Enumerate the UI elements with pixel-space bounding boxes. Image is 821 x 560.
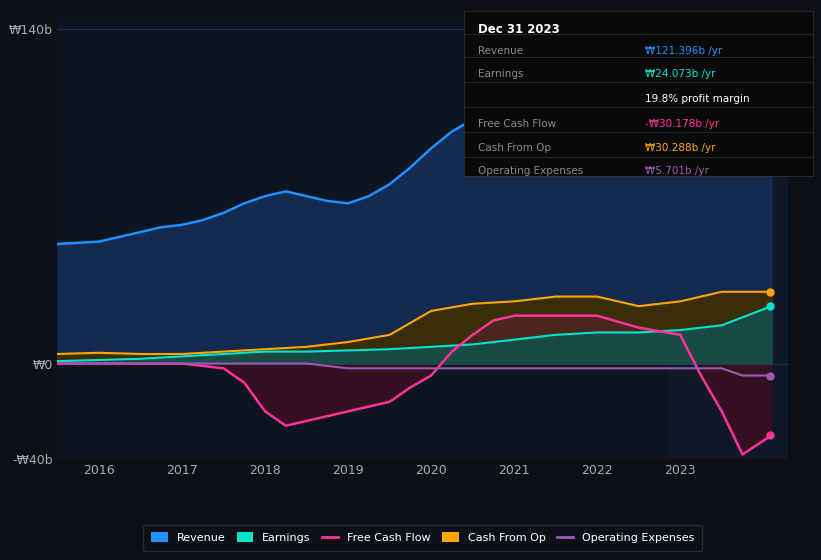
Text: -₩30.178b /yr: -₩30.178b /yr bbox=[645, 119, 719, 129]
Bar bbox=[667, 17, 788, 459]
Legend: Revenue, Earnings, Free Cash Flow, Cash From Op, Operating Expenses: Revenue, Earnings, Free Cash Flow, Cash … bbox=[144, 525, 702, 551]
Text: ₩5.701b /yr: ₩5.701b /yr bbox=[645, 166, 709, 176]
Text: 19.8% profit margin: 19.8% profit margin bbox=[645, 94, 750, 104]
Text: ₩121.396b /yr: ₩121.396b /yr bbox=[645, 46, 722, 56]
Text: Operating Expenses: Operating Expenses bbox=[478, 166, 583, 176]
Text: ₩24.073b /yr: ₩24.073b /yr bbox=[645, 69, 716, 79]
Text: Cash From Op: Cash From Op bbox=[478, 143, 551, 153]
Text: Revenue: Revenue bbox=[478, 46, 523, 56]
Text: Dec 31 2023: Dec 31 2023 bbox=[478, 23, 560, 36]
Text: ₩30.288b /yr: ₩30.288b /yr bbox=[645, 143, 716, 153]
Text: Earnings: Earnings bbox=[478, 69, 523, 79]
Text: Free Cash Flow: Free Cash Flow bbox=[478, 119, 556, 129]
